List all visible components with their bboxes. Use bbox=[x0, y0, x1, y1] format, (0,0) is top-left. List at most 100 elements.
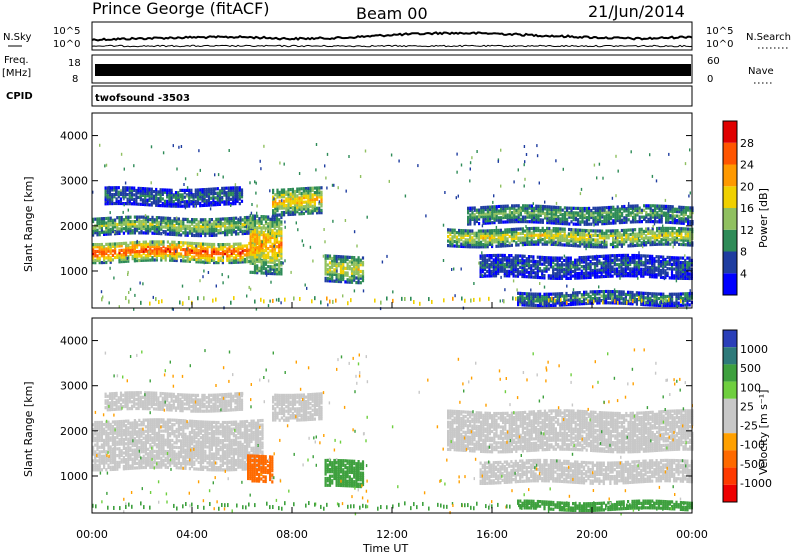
heatmap-cell bbox=[175, 226, 178, 230]
heatmap-cell bbox=[635, 267, 638, 271]
heatmap-cell bbox=[554, 274, 557, 278]
heatmap-cell bbox=[484, 245, 487, 249]
heatmap-cell bbox=[253, 228, 257, 232]
heatmap-cell bbox=[280, 240, 283, 244]
heatmap-cell bbox=[114, 246, 117, 251]
heatmap-cell bbox=[453, 230, 456, 235]
heatmap-cell bbox=[618, 209, 621, 213]
heatmap-cell bbox=[224, 226, 227, 230]
heatmap-cell bbox=[224, 217, 227, 221]
heatmap-cell bbox=[592, 218, 595, 222]
heatmap-cell bbox=[150, 189, 153, 194]
heatmap-cell bbox=[664, 226, 667, 230]
heatmap-cell bbox=[513, 220, 516, 224]
heatmap-cell bbox=[166, 193, 169, 197]
heatmap-cell bbox=[488, 233, 491, 237]
heatmap-cell bbox=[199, 197, 202, 201]
heatmap-cell bbox=[228, 260, 231, 265]
heatmap-cell bbox=[285, 204, 288, 208]
heatmap-cell bbox=[605, 215, 608, 219]
heatmap-cell bbox=[556, 270, 559, 274]
heatmap-cell bbox=[585, 215, 588, 220]
heatmap-cell bbox=[283, 188, 286, 192]
heatmap-cell bbox=[495, 209, 498, 213]
heatmap-cell bbox=[158, 216, 161, 220]
heatmap-cell bbox=[157, 192, 160, 196]
heatmap-cell bbox=[510, 234, 513, 238]
heatmap-cell bbox=[508, 256, 511, 260]
heatmap-cell bbox=[555, 210, 558, 214]
heatmap-cell bbox=[138, 243, 141, 247]
heatmap-cell bbox=[111, 242, 114, 246]
heatmap-cell bbox=[234, 188, 237, 192]
heatmap-cell bbox=[561, 229, 564, 233]
heatmap-cell bbox=[195, 227, 198, 231]
heatmap-cell bbox=[218, 189, 222, 193]
heatmap-cell bbox=[204, 258, 207, 262]
heatmap-cell bbox=[229, 193, 233, 197]
heatmap-cell bbox=[644, 267, 647, 272]
heatmap-cell bbox=[537, 242, 540, 246]
heatmap-cell bbox=[495, 228, 498, 233]
heatmap-scatter bbox=[127, 256, 130, 260]
heatmap-cell bbox=[199, 234, 202, 238]
heatmap-cell bbox=[638, 234, 641, 238]
heatmap-cell bbox=[585, 271, 588, 275]
heatmap-cell bbox=[107, 228, 110, 232]
heatmap-cell bbox=[500, 209, 503, 213]
heatmap-scatter bbox=[665, 211, 668, 215]
heatmap-cell bbox=[616, 216, 619, 220]
heatmap-cell bbox=[510, 227, 513, 232]
heatmap-cell bbox=[604, 263, 608, 267]
heatmap-cell bbox=[361, 272, 365, 276]
heatmap-cell bbox=[258, 269, 261, 273]
heatmap-cell bbox=[651, 215, 654, 219]
heatmap-cell bbox=[500, 216, 503, 220]
heatmap-cell bbox=[113, 188, 116, 192]
heatmap-cell bbox=[559, 217, 562, 221]
heatmap-cell bbox=[462, 229, 465, 233]
heatmap-cell bbox=[105, 216, 108, 221]
heatmap-cell bbox=[120, 255, 123, 259]
heatmap-cell bbox=[107, 256, 110, 260]
heatmap-cell bbox=[686, 229, 689, 233]
heatmap-cell bbox=[651, 231, 654, 235]
heatmap-cell bbox=[510, 254, 513, 258]
heatmap-cell bbox=[488, 238, 491, 242]
heatmap-cell bbox=[230, 223, 233, 227]
heatmap-cell bbox=[510, 239, 513, 243]
heatmap-cell bbox=[492, 265, 495, 269]
heatmap-cell bbox=[640, 270, 643, 274]
date-title: 21/Jun/2014 bbox=[588, 2, 685, 21]
heatmap-cell bbox=[294, 192, 297, 196]
heatmap-cell bbox=[119, 199, 123, 203]
heatmap-cell bbox=[197, 220, 200, 224]
heatmap-cell bbox=[666, 267, 669, 271]
heatmap-cell bbox=[161, 197, 164, 201]
heatmap-cell bbox=[660, 292, 663, 296]
heatmap-cell bbox=[576, 265, 579, 269]
heatmap-cell bbox=[490, 263, 493, 267]
heatmap-cell bbox=[148, 189, 151, 193]
heatmap-cell bbox=[622, 271, 625, 276]
heatmap-cell bbox=[227, 197, 230, 201]
heatmap-cell bbox=[488, 263, 491, 267]
heatmap-cell bbox=[522, 204, 525, 208]
heatmap-cell bbox=[155, 190, 158, 194]
heatmap-cell bbox=[254, 259, 257, 263]
heatmap-cell bbox=[296, 196, 299, 200]
heatmap-cell bbox=[526, 220, 529, 224]
heatmap-cell bbox=[177, 226, 180, 230]
heatmap-cell bbox=[537, 211, 540, 215]
heatmap-cell bbox=[590, 238, 593, 242]
heatmap-cell bbox=[252, 246, 255, 250]
heatmap-cell bbox=[557, 234, 560, 238]
heatmap-cell bbox=[248, 218, 251, 222]
heatmap-cell bbox=[577, 218, 580, 222]
heatmap-cell bbox=[280, 195, 283, 199]
heatmap-cell bbox=[646, 291, 649, 296]
heatmap-cell bbox=[173, 258, 176, 262]
heatmap-cell bbox=[587, 292, 590, 296]
heatmap-cell bbox=[458, 244, 461, 248]
heatmap-cell bbox=[649, 215, 652, 219]
